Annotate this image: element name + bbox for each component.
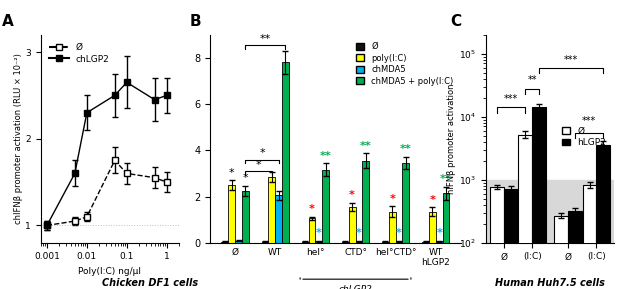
Text: *: * bbox=[396, 228, 402, 238]
Bar bbox=[403, 163, 409, 243]
Text: *: * bbox=[429, 194, 435, 205]
Bar bbox=[422, 242, 429, 243]
Text: *: * bbox=[309, 204, 315, 214]
Bar bbox=[322, 170, 329, 243]
Text: *: * bbox=[389, 194, 395, 204]
Bar bbox=[554, 216, 568, 289]
Text: *: * bbox=[243, 173, 248, 183]
Bar bbox=[356, 241, 362, 243]
Bar bbox=[221, 242, 228, 243]
Bar bbox=[568, 211, 582, 289]
Bar bbox=[261, 242, 268, 243]
Text: *: * bbox=[349, 190, 355, 200]
Text: **: ** bbox=[440, 174, 452, 184]
Text: *: * bbox=[259, 148, 265, 158]
Bar bbox=[382, 242, 389, 243]
Bar bbox=[443, 193, 450, 243]
Bar bbox=[342, 242, 349, 243]
Bar bbox=[532, 107, 546, 289]
Text: *: * bbox=[316, 228, 322, 238]
Bar bbox=[486, 180, 614, 243]
Text: *: * bbox=[229, 168, 234, 177]
Bar bbox=[275, 195, 282, 243]
Bar bbox=[282, 62, 289, 243]
Text: **: ** bbox=[527, 75, 537, 85]
Text: ***: *** bbox=[582, 116, 596, 126]
Text: chLGP2: chLGP2 bbox=[339, 286, 372, 289]
Bar bbox=[429, 212, 436, 243]
Bar bbox=[504, 189, 518, 289]
Bar bbox=[242, 191, 249, 243]
Text: ***: *** bbox=[504, 94, 519, 104]
Bar bbox=[308, 218, 315, 243]
Bar bbox=[235, 241, 242, 243]
Legend: Ø, poly(I:C), chMDA5, chMDA5 + poly(I:C): Ø, poly(I:C), chMDA5, chMDA5 + poly(I:C) bbox=[353, 39, 456, 89]
X-axis label: Poly(I:C) ng/µl: Poly(I:C) ng/µl bbox=[78, 267, 141, 276]
Bar bbox=[596, 145, 610, 289]
Text: A: A bbox=[2, 14, 14, 29]
Text: C: C bbox=[450, 14, 461, 29]
Bar bbox=[362, 161, 369, 243]
Text: **: ** bbox=[360, 141, 372, 151]
Bar bbox=[436, 241, 443, 243]
Y-axis label: chIFNβ promoter activation (RLU × 10⁻²): chIFNβ promoter activation (RLU × 10⁻²) bbox=[14, 53, 23, 224]
Bar bbox=[349, 207, 356, 243]
Text: B: B bbox=[190, 14, 202, 29]
Legend: Ø, chLGP2: Ø, chLGP2 bbox=[45, 39, 113, 67]
Bar bbox=[389, 212, 396, 243]
Text: Human Huh7.5 cells: Human Huh7.5 cells bbox=[495, 277, 605, 288]
Text: ***: *** bbox=[564, 55, 578, 65]
Bar bbox=[490, 186, 504, 289]
Bar bbox=[302, 242, 308, 243]
Bar bbox=[228, 185, 235, 243]
Y-axis label: hIFNβ promoter activation: hIFNβ promoter activation bbox=[447, 84, 456, 194]
Text: Chicken DF1 cells: Chicken DF1 cells bbox=[102, 277, 199, 288]
Bar bbox=[268, 177, 275, 243]
Text: *: * bbox=[256, 160, 261, 170]
Bar bbox=[315, 241, 322, 243]
Text: **: ** bbox=[320, 151, 332, 161]
Bar bbox=[582, 185, 596, 289]
Text: **: ** bbox=[260, 34, 271, 44]
Text: *: * bbox=[436, 228, 442, 238]
Legend: Ø, hLGP2: Ø, hLGP2 bbox=[559, 123, 610, 151]
Text: **: ** bbox=[400, 144, 412, 154]
Bar bbox=[396, 241, 403, 243]
Bar bbox=[519, 135, 532, 289]
Text: *: * bbox=[356, 228, 362, 238]
